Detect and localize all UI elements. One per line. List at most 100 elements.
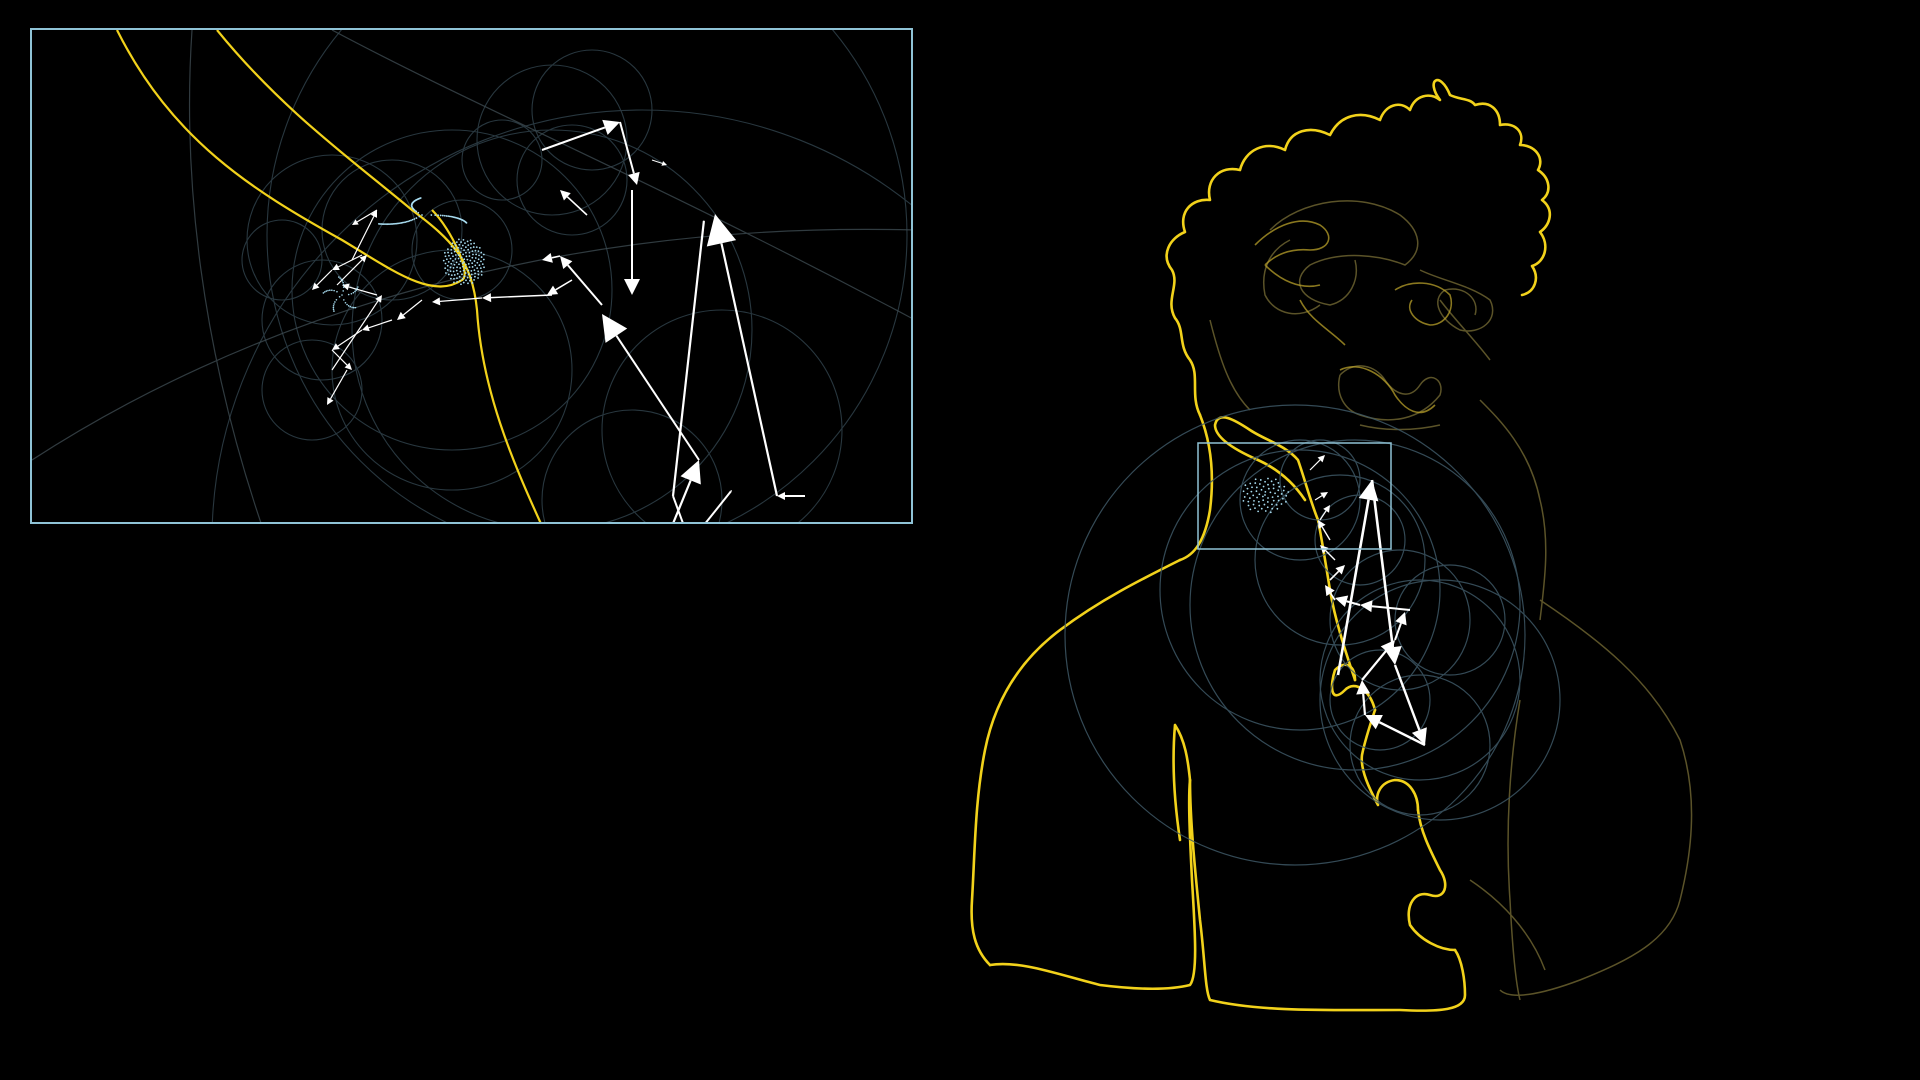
arrow-vector-icon	[1318, 520, 1326, 529]
dot	[482, 253, 485, 256]
dot	[467, 244, 470, 247]
dot	[470, 270, 473, 272]
dot	[448, 215, 451, 218]
dot	[475, 246, 478, 248]
dot	[341, 294, 343, 296]
dot	[459, 251, 462, 254]
dot	[1263, 503, 1266, 506]
dot	[462, 281, 465, 284]
dot	[325, 290, 328, 292]
dot	[453, 250, 456, 253]
dot	[340, 278, 343, 281]
dot	[347, 305, 350, 307]
zoom-inset-panel	[30, 28, 913, 524]
dot	[354, 290, 356, 293]
dot	[1242, 490, 1245, 493]
dot	[461, 262, 464, 265]
dot	[341, 280, 344, 282]
dot	[1272, 487, 1275, 490]
dot	[347, 293, 350, 296]
dot	[473, 242, 476, 245]
arrow-vector-icon	[680, 460, 701, 485]
dot	[479, 267, 482, 270]
dot	[1254, 507, 1256, 510]
dot	[452, 255, 454, 258]
epicycle-circle-icon	[266, 30, 908, 522]
dot	[469, 279, 471, 282]
dot	[447, 273, 450, 276]
arrow-vector-icon	[1320, 492, 1328, 499]
dot	[450, 215, 453, 218]
zoom-epicycle-circles	[211, 30, 911, 522]
arrow-vector-icon	[1411, 727, 1427, 745]
dot	[1252, 503, 1255, 506]
vector-arrow-shaft	[1309, 459, 1321, 471]
arrow-vector-icon	[332, 343, 340, 350]
dot	[456, 272, 459, 275]
dot	[457, 254, 460, 257]
dot	[1258, 483, 1261, 485]
dot	[481, 263, 484, 266]
dot	[460, 247, 463, 250]
vector-arrow-shaft	[331, 349, 348, 366]
dot	[471, 282, 474, 284]
epicycle-circle-icon	[1349, 674, 1491, 816]
vector-arrow-shaft	[1361, 650, 1387, 681]
epicycle-circle-icon	[1329, 549, 1471, 691]
arrow-vector-icon	[703, 220, 705, 222]
dot	[342, 283, 345, 286]
dot	[452, 259, 454, 262]
dot	[462, 238, 465, 241]
vector-arrow-shaft	[1336, 499, 1370, 676]
dot	[1249, 508, 1252, 511]
dot	[1259, 479, 1262, 481]
dot	[467, 263, 470, 265]
dot	[443, 251, 446, 254]
dot	[445, 258, 448, 261]
dot	[460, 241, 462, 243]
dot	[476, 261, 479, 264]
dot	[457, 257, 460, 260]
epicycle-circle-icon	[1394, 564, 1506, 676]
dot	[456, 277, 458, 280]
dot	[1280, 493, 1283, 495]
arrow-vector-icon	[397, 311, 406, 320]
dot	[471, 250, 474, 253]
dot	[1253, 499, 1255, 502]
arrow-vector-icon	[1325, 585, 1335, 597]
dot	[1274, 492, 1276, 495]
vector-arrow-shaft	[351, 215, 375, 261]
dot	[453, 263, 456, 266]
dot	[456, 250, 459, 253]
vector-arrow-shaft	[566, 196, 588, 216]
arrow-vector-icon	[352, 219, 359, 225]
vector-arrow-shaft	[356, 209, 378, 223]
dot	[474, 275, 476, 278]
dot	[1248, 497, 1251, 499]
dot	[1243, 496, 1246, 498]
vector-arrow-shaft	[720, 243, 779, 497]
dot	[468, 266, 471, 269]
dot	[470, 276, 473, 279]
vector-arrow-shaft	[439, 297, 483, 302]
dot	[1274, 478, 1277, 481]
dot	[450, 274, 453, 277]
dot	[1267, 497, 1269, 499]
dot	[465, 221, 468, 224]
dot	[1242, 499, 1245, 502]
epicycle-circle-icon	[476, 64, 628, 216]
dot	[475, 253, 478, 256]
dot	[450, 252, 453, 255]
dot	[469, 247, 472, 249]
vector-arrow-shaft	[336, 259, 363, 286]
arrow-vector-icon	[706, 214, 737, 247]
dot	[454, 244, 457, 246]
dot	[466, 276, 469, 279]
arrow-vector-icon	[359, 255, 367, 263]
vector-arrow-shaft	[1321, 526, 1331, 541]
dot	[386, 223, 389, 226]
dot	[474, 257, 477, 259]
traced-portrait-path	[970, 78, 1552, 1012]
dot	[474, 272, 476, 275]
dot	[413, 218, 416, 220]
